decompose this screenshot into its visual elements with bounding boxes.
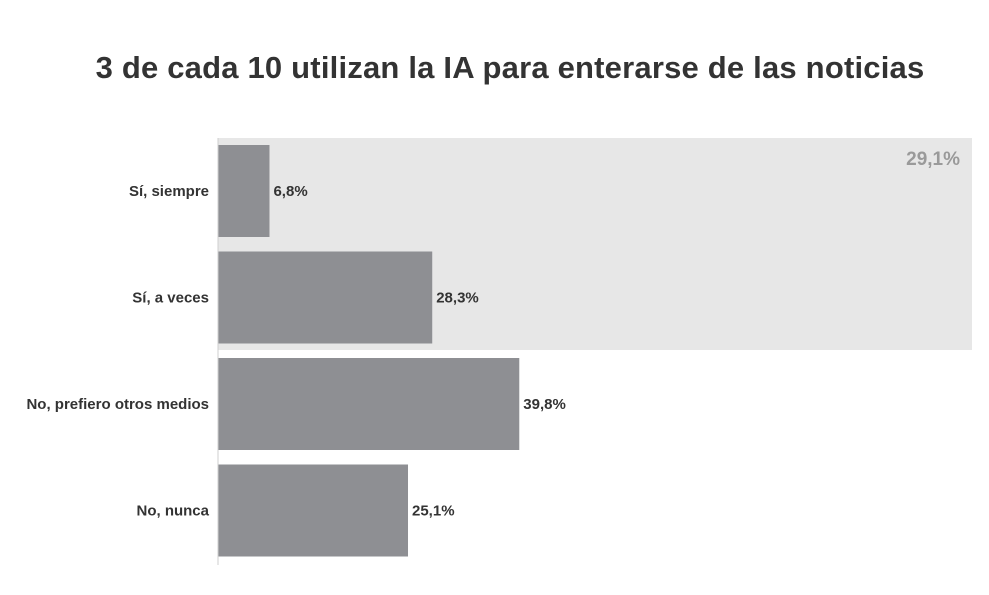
highlight-total-label: 29,1% bbox=[906, 149, 960, 170]
bar bbox=[218, 358, 520, 450]
category-label: Sí, siempre bbox=[129, 183, 209, 200]
value-label: 6,8% bbox=[273, 183, 307, 200]
bar bbox=[218, 145, 270, 237]
category-label: Sí, a veces bbox=[132, 290, 209, 307]
category-label: No, nunca bbox=[136, 503, 209, 520]
category-label: No, prefiero otros medios bbox=[26, 396, 209, 413]
value-label: 25,1% bbox=[412, 503, 455, 520]
value-label: 39,8% bbox=[523, 396, 566, 413]
bar bbox=[218, 251, 433, 344]
chart-title: 3 de cada 10 utilizan la IA para enterar… bbox=[95, 50, 925, 85]
value-label: 28,3% bbox=[436, 290, 479, 307]
bar bbox=[218, 464, 409, 557]
